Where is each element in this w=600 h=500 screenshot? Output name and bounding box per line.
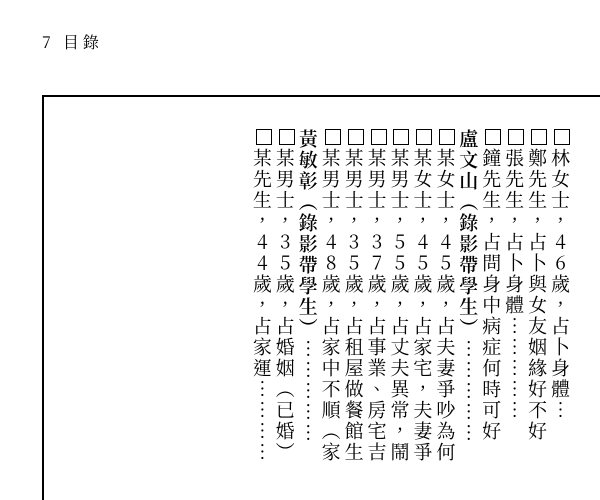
toc-text: 林女士，46歲，占卜身體⋯	[547, 148, 574, 421]
checkbox-icon	[393, 129, 409, 145]
toc-entry: 某女士，45歲，占家宅，夫妻爭	[412, 129, 432, 500]
toc-entry: 某女士，45歲，占夫妻爭吵為何	[435, 129, 455, 500]
toc-entry: 林女士，46歲，占卜身體⋯	[550, 129, 570, 500]
checkbox-icon	[256, 129, 272, 145]
toc-entry: 某男士，48歲，占家中不順（家	[321, 129, 341, 500]
section-title: 目錄	[63, 30, 103, 53]
toc-heading: 盧文山（錄影帶學生）⋯⋯⋯⋯⋯	[458, 129, 478, 500]
checkbox-icon	[554, 129, 570, 145]
checkbox-icon	[439, 129, 455, 145]
checkbox-icon	[531, 129, 547, 145]
toc-entry: 某男士，55歲，占丈夫異常，鬧	[390, 129, 410, 500]
checkbox-icon	[485, 129, 501, 145]
checkbox-icon	[508, 129, 524, 145]
toc-entry: 鐘先生，占問身中病症何時可好	[481, 129, 501, 500]
content-frame: 林女士，46歲，占卜身體⋯鄭先生，占卜與女友姻緣好不好張先生，占卜身體⋯⋯⋯⋯⋯…	[42, 95, 600, 500]
page-number: 7	[42, 30, 55, 53]
checkbox-icon	[416, 129, 432, 145]
page-header: 7 目錄	[42, 30, 103, 53]
toc-entry: 某男士，35歲，占租屋做餐館生	[344, 129, 364, 500]
toc-entry: 張先生，占卜身體⋯⋯⋯⋯⋯	[504, 129, 524, 500]
checkbox-icon	[279, 129, 295, 145]
checkbox-icon	[325, 129, 341, 145]
toc-columns: 林女士，46歲，占卜身體⋯鄭先生，占卜與女友姻緣好不好張先生，占卜身體⋯⋯⋯⋯⋯…	[44, 129, 576, 500]
toc-entry: 某男士，35歲，占婚姻（已婚）	[275, 129, 295, 500]
toc-entry: 某先生，44歲，占家運⋯⋯⋯⋯	[252, 129, 272, 500]
toc-entry: 鄭先生，占卜與女友姻緣好不好	[527, 129, 547, 500]
checkbox-icon	[371, 129, 387, 145]
checkbox-icon	[348, 129, 364, 145]
toc-heading: 黃敏彰（錄影帶學生）⋯⋯⋯⋯⋯	[298, 129, 318, 500]
toc-entry: 某男士，37歲，占事業、房宅吉	[367, 129, 387, 500]
